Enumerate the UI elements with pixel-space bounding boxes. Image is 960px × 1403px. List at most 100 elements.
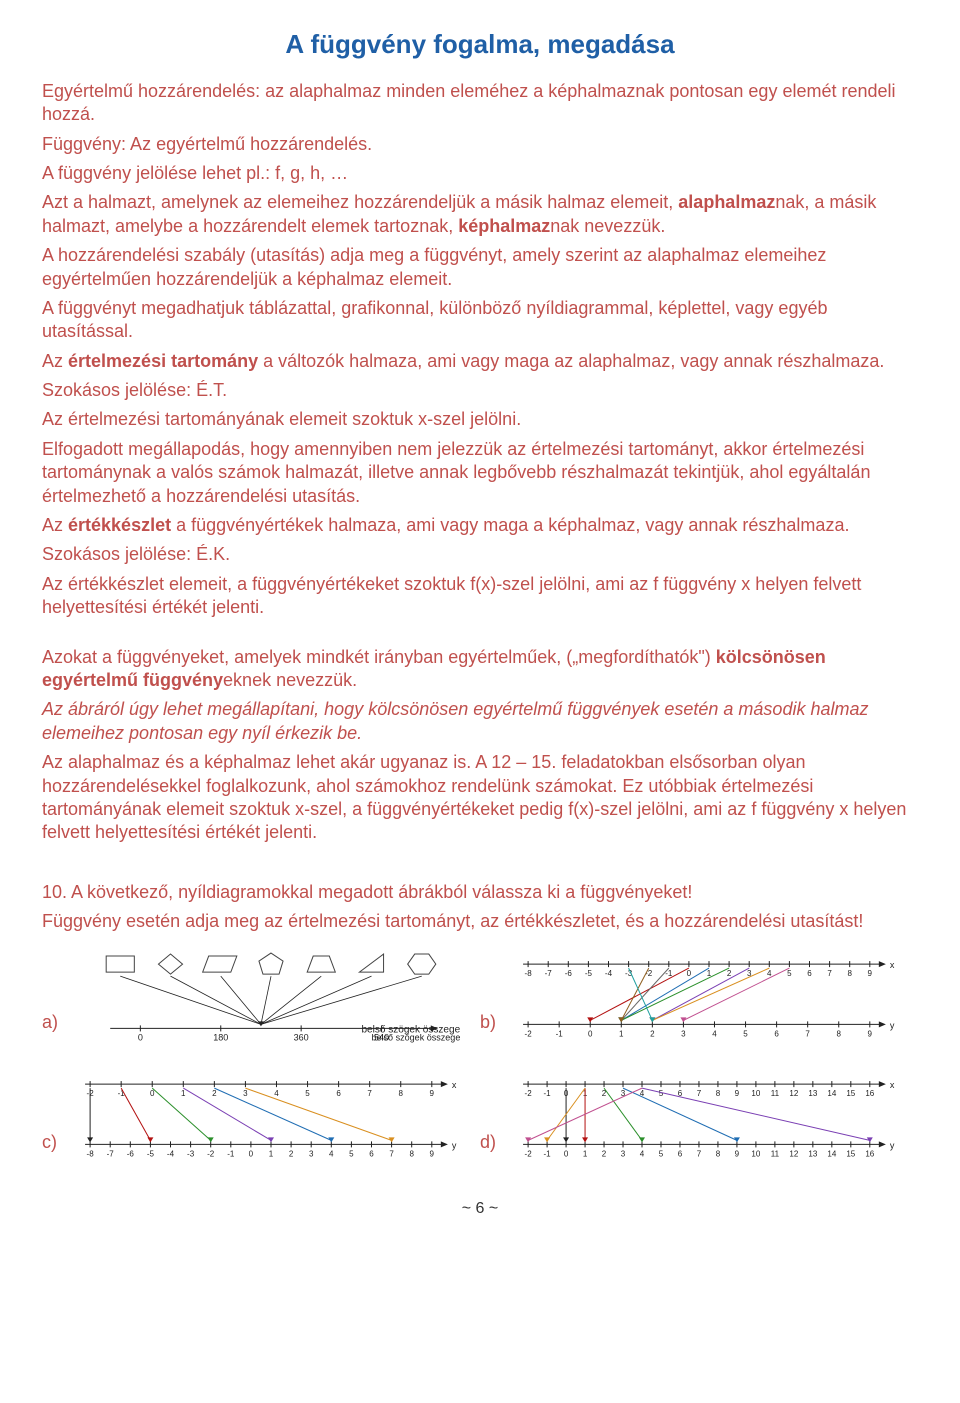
svg-text:12: 12 [789,1089,798,1098]
svg-text:360: 360 [294,1032,309,1042]
svg-text:6: 6 [678,1150,683,1159]
svg-text:5: 5 [349,1150,354,1159]
svg-text:10: 10 [751,1089,760,1098]
diagram-label: d) [480,1131,500,1176]
term: értelmezési tartomány [68,351,258,371]
para: Függvény: Az egyértelmű hozzárendelés. [42,133,918,156]
svg-text:-7: -7 [545,969,553,978]
exercise-line: 10. A következő, nyíldiagramokkal megado… [42,881,918,904]
svg-text:9: 9 [868,969,873,978]
svg-text:2: 2 [650,1029,655,1038]
body-text: Egyértelmű hozzárendelés: az alaphalmaz … [42,80,918,934]
svg-text:3: 3 [309,1150,314,1159]
svg-text:-1: -1 [556,1029,564,1038]
svg-text:7: 7 [827,969,832,978]
svg-text:8: 8 [847,969,852,978]
text: a függvényértékek halmaza, ami vagy maga… [171,515,849,535]
svg-text:14: 14 [827,1089,836,1098]
para: Az értékkészlet a függvényértékek halmaz… [42,514,918,537]
text: Azokat a függvényeket, amelyek mindkét i… [42,647,716,667]
svg-text:6: 6 [369,1150,374,1159]
svg-text:-3: -3 [187,1150,195,1159]
svg-text:6: 6 [336,1089,341,1098]
svg-text:5: 5 [743,1029,748,1038]
svg-text:11: 11 [771,1089,780,1098]
svg-text:3: 3 [621,1150,626,1159]
text: nak nevezzük. [550,216,665,236]
svg-text:180: 180 [213,1032,228,1042]
svg-text:x: x [890,1080,895,1090]
svg-text:x: x [890,960,895,970]
svg-text:x: x [452,1080,457,1090]
svg-text:16: 16 [865,1089,874,1098]
svg-text:-1: -1 [227,1150,235,1159]
svg-text:7: 7 [805,1029,810,1038]
svg-text:0: 0 [687,969,692,978]
svg-text:8: 8 [409,1150,414,1159]
diagram-cell-c: c) -2-10123456789x-8-7-6-5-4-3-2-1012345… [42,1060,480,1181]
diagram-d: -2-1012345678910111213141516x-2-10123456… [508,1066,910,1177]
svg-text:0: 0 [249,1150,254,1159]
exercise-text2: Függvény esetén adja meg az értelmezési … [42,910,918,933]
svg-text:9: 9 [430,1089,435,1098]
svg-text:y: y [890,1020,895,1030]
svg-text:5: 5 [659,1089,664,1098]
para: Elfogadott megállapodás, hogy amennyiben… [42,438,918,508]
para-italic: Az ábráról úgy lehet megállapítani, hogy… [42,698,918,745]
diagram-b: -8-7-6-5-4-3-2-10123456789x-2-1012345678… [508,946,910,1057]
svg-text:belső szögek összege: belső szögek összege [371,1032,460,1042]
para: A hozzárendelési szabály (utasítás) adja… [42,244,918,291]
svg-text:2: 2 [727,969,732,978]
svg-text:2: 2 [212,1089,217,1098]
svg-text:-6: -6 [127,1150,135,1159]
svg-text:9: 9 [430,1150,435,1159]
term: képhalmaz [458,216,550,236]
para: A függvény jelölése lehet pl.: f, g, h, … [42,162,918,185]
para: Az értelmezési tartomány a változók halm… [42,350,918,373]
svg-text:15: 15 [846,1089,855,1098]
svg-text:16: 16 [865,1150,874,1159]
svg-text:0: 0 [588,1029,593,1038]
svg-text:-7: -7 [107,1150,115,1159]
diagram-cell-d: d) -2-1012345678910111213141516x-2-10123… [480,1060,918,1181]
text: Az [42,351,68,371]
term: alaphalmaz [678,192,775,212]
svg-text:11: 11 [771,1150,780,1159]
exercise-text: A következő, nyíldiagramokkal megadott á… [71,882,692,902]
svg-text:9: 9 [868,1029,873,1038]
page-number: ~ 6 ~ [42,1199,918,1220]
svg-text:-5: -5 [585,969,593,978]
svg-text:-4: -4 [167,1150,175,1159]
para: A függvényt megadhatjuk táblázattal, gra… [42,297,918,344]
svg-text:7: 7 [697,1089,702,1098]
svg-text:0: 0 [564,1150,569,1159]
svg-text:-1: -1 [544,1089,552,1098]
para: Szokásos jelölése: É.T. [42,379,918,402]
svg-text:8: 8 [716,1089,721,1098]
svg-text:-6: -6 [565,969,573,978]
svg-text:12: 12 [789,1150,798,1159]
svg-text:2: 2 [602,1150,607,1159]
svg-text:7: 7 [367,1089,372,1098]
diagram-cell-a: a) 0180360540belső szögek összegebelső s… [42,940,480,1061]
page: A függvény fogalma, megadása Egyértelmű … [0,0,960,1243]
diagram-grid: a) 0180360540belső szögek összegebelső s… [42,940,918,1181]
svg-text:y: y [452,1140,457,1150]
para: Szokásos jelölése: É.K. [42,543,918,566]
diagram-label: c) [42,1131,62,1176]
page-title: A függvény fogalma, megadása [42,28,918,62]
svg-text:8: 8 [716,1150,721,1159]
svg-text:15: 15 [846,1150,855,1159]
svg-text:9: 9 [735,1150,740,1159]
svg-text:10: 10 [751,1150,760,1159]
svg-text:8: 8 [836,1029,841,1038]
text: a változók halmaza, ami vagy maga az ala… [258,351,884,371]
para: Azt a halmazt, amelynek az elemeihez hoz… [42,191,918,238]
svg-text:y: y [890,1140,895,1150]
svg-text:6: 6 [774,1029,779,1038]
text: eknek nevezzük. [223,670,357,690]
svg-text:3: 3 [243,1089,248,1098]
svg-text:5: 5 [659,1150,664,1159]
svg-text:1: 1 [619,1029,624,1038]
exercise-number: 10. [42,882,71,902]
